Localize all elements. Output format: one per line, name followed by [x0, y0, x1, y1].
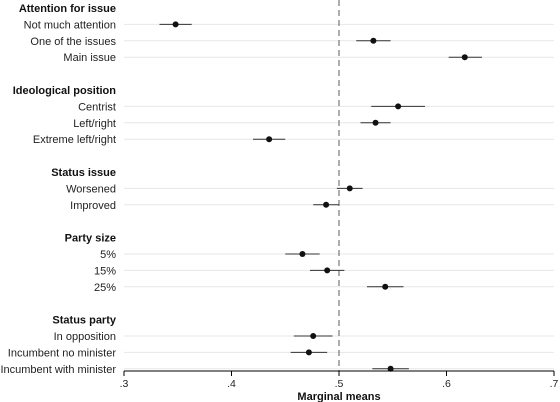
category-label: In opposition [54, 331, 116, 343]
category-label: Extreme left/right [33, 134, 116, 146]
group-label: Status party [52, 315, 116, 327]
category-label: Incumbent with minister [0, 364, 116, 376]
gridlines [124, 23, 554, 370]
category-labels: Attention for issue Not much attention One… [0, 3, 116, 376]
x-tick-label: .5 [335, 378, 344, 390]
category-label: Main issue [63, 52, 116, 64]
category-label: Improved [70, 200, 116, 212]
category-label: 15% [94, 265, 116, 277]
estimate-point [324, 267, 331, 274]
estimate-point [382, 283, 389, 290]
estimate-point [305, 349, 312, 356]
group-label: Attention for issue [19, 3, 116, 15]
estimate-point [266, 136, 273, 143]
data-marks [159, 21, 482, 372]
estimate-point [395, 103, 402, 110]
category-label: One of the issues [30, 36, 116, 48]
category-label: Incumbent no minister [8, 347, 117, 359]
estimate-point [299, 251, 306, 257]
estimate-point [323, 201, 330, 208]
category-label: 5% [100, 249, 116, 261]
estimate-point [172, 21, 179, 28]
category-label: Left/right [73, 118, 116, 130]
group-label: Status issue [51, 167, 116, 179]
category-label: 25% [94, 282, 116, 294]
group-label: Ideological position [13, 85, 117, 97]
category-label: Worsened [66, 183, 116, 195]
group-label: Party size [65, 233, 116, 245]
x-tick-label: .6 [442, 378, 451, 390]
estimate-point [372, 119, 379, 126]
category-label: Not much attention [24, 19, 116, 31]
x-axis-title: Marginal means [297, 391, 380, 402]
estimate-point [370, 37, 377, 44]
estimate-point [461, 54, 468, 61]
category-label: Centrist [78, 101, 116, 113]
estimate-point [346, 185, 353, 192]
estimate-point [387, 365, 394, 372]
x-tick-label: .7 [550, 378, 559, 390]
x-tick-label: .3 [120, 378, 129, 390]
estimate-point [310, 333, 317, 339]
x-axis: .3 .4 .5 .6 .7 [120, 370, 559, 390]
x-tick-label: .4 [227, 378, 236, 390]
